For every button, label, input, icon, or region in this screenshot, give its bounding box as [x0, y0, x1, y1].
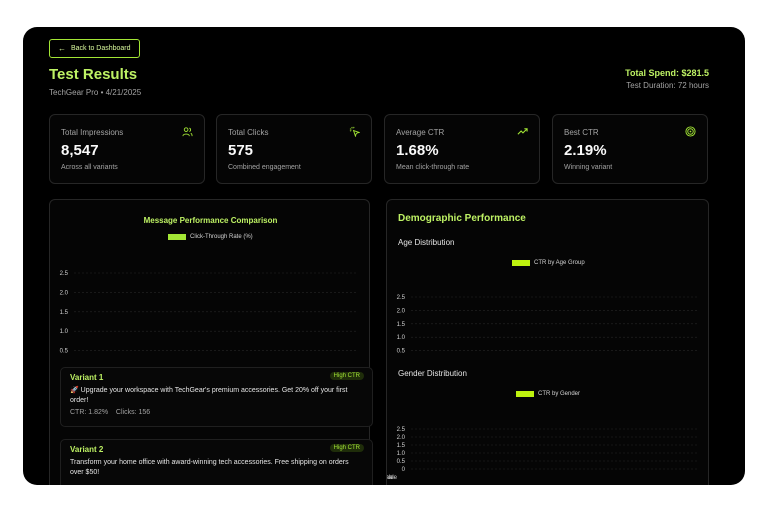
stat-desc: Across all variants	[61, 164, 118, 171]
y-tick-label: 1.5	[397, 322, 406, 328]
page-title: Test Results	[49, 66, 138, 83]
stat-desc: Mean click-through rate	[396, 164, 470, 171]
back-button-label: Back to Dashboard	[71, 45, 131, 52]
y-tick-label: 2.0	[397, 435, 406, 441]
variant-card[interactable]: Variant 2 High CTR Transform your home o…	[60, 439, 373, 485]
variant-name: Variant 2	[70, 445, 104, 454]
back-to-dashboard-button[interactable]: ← Back to Dashboard	[49, 39, 140, 58]
y-tick-label: 1.0	[60, 329, 69, 335]
y-tick-label: 0	[402, 467, 406, 473]
y-tick-label: 1.0	[397, 335, 406, 341]
y-tick-label: 1.5	[60, 310, 69, 316]
gender-bar-chart: 0 0.5 1.0 1.5 2.0 2.5 MaleFemale	[387, 427, 697, 481]
chart-legend: Click-Through Rate (%)	[168, 234, 253, 240]
variant-message: 🚀 Upgrade your workspace with TechGear's…	[70, 387, 348, 404]
test-duration: Test Duration: 72 hours	[626, 81, 709, 90]
legend-label: CTR by Gender	[538, 391, 581, 397]
stat-label: Total Clicks	[228, 128, 269, 137]
stat-card-average-ctr: Average CTR 1.68% Mean click-through rat…	[384, 114, 540, 184]
stat-card-clicks: Total Clicks 575 Combined engagement	[216, 114, 372, 184]
variant-message: Transform your home office with award-wi…	[70, 459, 349, 476]
page-subtitle: TechGear Pro • 4/21/2025	[49, 88, 142, 97]
x-tick-label: Male	[387, 475, 394, 481]
stat-label: Total Impressions	[61, 128, 124, 137]
chart-title: Message Performance Comparison	[143, 216, 278, 225]
stat-card-impressions: Total Impressions 8,547 Across all varia…	[49, 114, 205, 184]
legend-label: Click-Through Rate (%)	[190, 234, 253, 240]
demographic-panel: Demographic Performance Age Distribution…	[386, 199, 709, 485]
target-icon	[685, 126, 696, 137]
trending-up-icon	[517, 128, 528, 135]
y-tick-label: 2.5	[397, 295, 406, 301]
y-tick-label: 0.5	[60, 349, 69, 355]
y-tick-label: 0.5	[397, 349, 406, 355]
users-icon	[182, 127, 193, 137]
high-ctr-badge: High CTR	[329, 444, 364, 452]
age-bar-chart: 00.51.01.52.02.525-3435-45	[397, 295, 697, 355]
high-ctr-badge: High CTR	[329, 372, 364, 380]
variant-name: Variant 1	[70, 373, 104, 382]
legend-swatch	[512, 260, 530, 266]
stat-value: 1.68%	[396, 142, 439, 159]
y-tick-label: 2.5	[397, 427, 406, 433]
stat-value: 8,547	[61, 142, 99, 159]
gender-legend: CTR by Gender	[516, 391, 580, 397]
stat-desc: Winning variant	[564, 164, 613, 171]
y-tick-label: 1.5	[397, 443, 406, 449]
y-tick-label: 0.5	[397, 459, 406, 465]
stat-value: 2.19%	[564, 142, 607, 159]
variant-ctr: CTR: 1.82%	[70, 409, 109, 416]
age-legend: CTR by Age Group	[512, 260, 585, 266]
click-icon	[349, 126, 360, 137]
arrow-left-icon: ←	[58, 44, 66, 53]
stat-label: Average CTR	[396, 128, 445, 137]
legend-swatch	[516, 391, 534, 397]
app-frame: ← Back to Dashboard Test Results TechGea…	[23, 27, 745, 485]
variant-clicks: Clicks: 156	[115, 409, 151, 416]
legend-label: CTR by Age Group	[534, 260, 585, 266]
variant-card[interactable]: Variant 1 High CTR 🚀 Upgrade your worksp…	[60, 367, 373, 427]
stat-desc: Combined engagement	[228, 164, 301, 171]
demographic-title: Demographic Performance	[398, 213, 526, 224]
y-tick-label: 2.0	[397, 308, 406, 314]
message-performance-panel: Message Performance Comparison Click-Thr…	[49, 199, 373, 485]
stat-label: Best CTR	[564, 128, 599, 137]
legend-swatch	[168, 234, 186, 240]
y-tick-label: 1.0	[397, 451, 406, 457]
x-tick-label: Female	[387, 475, 398, 481]
total-spend: Total Spend: $281.5	[625, 68, 709, 78]
stat-card-best-ctr: Best CTR 2.19% Winning variant	[552, 114, 708, 184]
variant-stats: CTR: 1.82% Clicks: 156	[70, 409, 150, 416]
y-tick-label: 2.0	[60, 290, 69, 296]
y-tick-label: 2.5	[60, 271, 69, 277]
stat-value: 575	[228, 142, 254, 159]
gender-distribution-title: Gender Distribution	[398, 369, 467, 378]
age-distribution-title: Age Distribution	[398, 238, 455, 247]
